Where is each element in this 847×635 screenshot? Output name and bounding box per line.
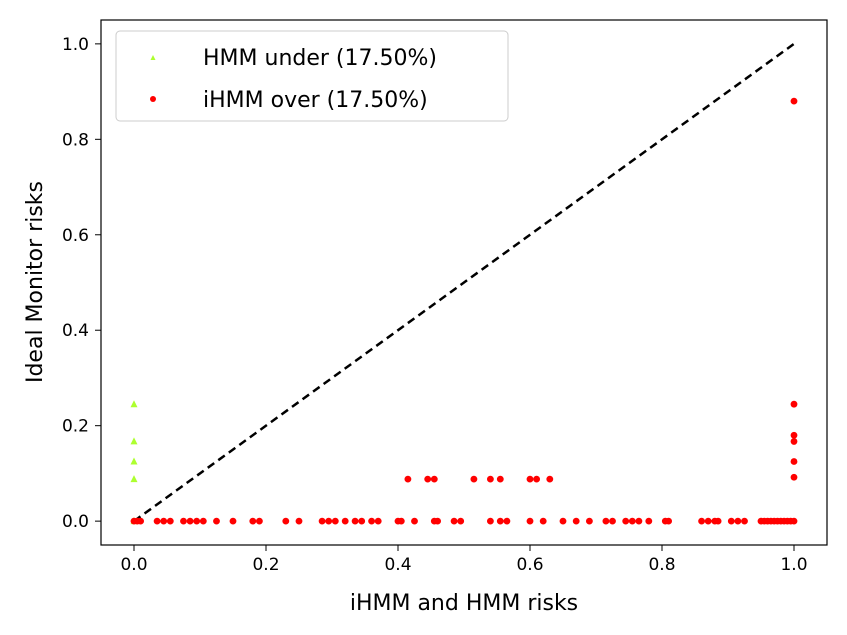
data-point-circle: [368, 517, 375, 525]
y-tick-label: 0.4: [62, 321, 89, 341]
data-point-circle: [526, 517, 534, 525]
data-point-circle: [526, 475, 534, 483]
y-tick-label: 1.0: [62, 35, 89, 55]
y-tick-label: 0.8: [62, 130, 89, 150]
data-point-circle: [374, 517, 382, 525]
legend: HMM under (17.50%) iHMM over (17.50%): [115, 30, 509, 122]
y-axis-label: Ideal Monitor risks: [23, 181, 48, 383]
legend-marker-ihmm-over: [150, 96, 156, 102]
data-point-circle: [790, 458, 798, 465]
legend-label-hmm-under: HMM under (17.50%): [203, 46, 437, 71]
plot-frame: [100, 19, 828, 546]
x-tick-label: 0.8: [648, 555, 675, 575]
data-point-circle: [160, 517, 168, 525]
data-point-circle: [572, 517, 580, 525]
legend-label-ihmm-over: iHMM over (17.50%): [203, 88, 428, 113]
data-point-circle: [586, 517, 593, 525]
data-point-circle: [790, 400, 798, 408]
data-point-circle: [496, 517, 504, 525]
data-point-circle: [790, 517, 798, 525]
data-point-circle: [503, 517, 511, 525]
data-point-circle: [622, 517, 630, 525]
data-point-triangle: [130, 457, 138, 465]
data-point-circle: [411, 517, 418, 525]
data-point-circle: [714, 517, 722, 525]
data-point-triangle: [130, 400, 138, 408]
data-point-circle: [790, 97, 798, 105]
data-point-circle: [496, 475, 504, 483]
y-tick-label: 0.2: [62, 417, 89, 437]
data-point-circle: [635, 517, 643, 525]
data-point-circle: [213, 517, 220, 525]
data-point-circle: [704, 517, 712, 525]
x-tick-label: 0.2: [252, 555, 279, 575]
x-tick-label: 0.0: [120, 555, 147, 575]
reference-line: [133, 42, 795, 523]
data-point-circle: [487, 517, 494, 525]
data-point-circle: [602, 517, 610, 525]
data-point-circle: [609, 517, 616, 525]
data-point-circle: [137, 517, 145, 525]
data-point-circle: [790, 438, 798, 445]
data-point-circle: [341, 517, 349, 525]
x-tick-label: 1.0: [780, 555, 807, 575]
x-tick-label: 0.6: [516, 555, 543, 575]
data-point-circle: [470, 475, 478, 483]
data-point-circle: [331, 517, 339, 525]
data-point-circle: [790, 473, 798, 481]
axis-ticks: 0.0 0.2 0.4 0.6 0.8 1.0 0.0 0.2 0.4 0.6 0.8 1.0: [62, 35, 808, 575]
data-point-circle: [727, 517, 735, 525]
data-point-circle: [166, 517, 174, 525]
y-tick-label: 0.6: [62, 226, 89, 246]
data-point-circle: [559, 517, 567, 525]
data-point-triangle: [130, 437, 138, 445]
data-point-circle: [180, 517, 187, 525]
data-point-circle: [249, 517, 257, 525]
data-point-circle: [665, 517, 672, 525]
data-point-triangle: [130, 475, 138, 483]
data-point-circle: [645, 517, 653, 525]
data-point-circle: [256, 517, 263, 525]
data-point-circle: [790, 431, 798, 439]
data-point-circle: [434, 517, 441, 525]
data-point-circle: [404, 475, 412, 483]
data-point-circle: [193, 517, 201, 525]
data-point-circle: [698, 517, 705, 525]
data-point-circle: [186, 517, 194, 525]
series-1: [130, 97, 798, 525]
data-point-circle: [397, 517, 405, 525]
data-point-circle: [229, 517, 237, 525]
y-tick-label: 0.0: [62, 512, 89, 532]
data-point-circle: [539, 517, 547, 525]
data-point-circle: [450, 517, 458, 525]
data-point-circle: [358, 517, 366, 525]
data-point-circle: [351, 517, 359, 525]
data-point-circle: [199, 517, 207, 525]
data-point-circle: [457, 517, 465, 525]
data-point-circle: [741, 517, 748, 525]
x-tick-label: 0.4: [384, 555, 411, 575]
data-point-circle: [282, 517, 290, 525]
data-point-circle: [628, 517, 636, 525]
data-point-circle: [295, 517, 303, 525]
data-point-circle: [734, 517, 742, 525]
data-point-circle: [318, 517, 326, 525]
plot-area: [130, 42, 798, 525]
legend-marker-hmm-under: [150, 55, 156, 60]
data-point-circle: [424, 475, 432, 483]
data-point-circle: [546, 475, 554, 483]
data-point-circle: [325, 517, 333, 525]
x-axis-label: iHMM and HMM risks: [350, 591, 578, 616]
data-point-circle: [153, 517, 161, 525]
data-point-circle: [430, 475, 438, 483]
legend-box: [115, 30, 509, 122]
data-point-circle: [533, 475, 540, 483]
data-point-circle: [487, 475, 494, 483]
